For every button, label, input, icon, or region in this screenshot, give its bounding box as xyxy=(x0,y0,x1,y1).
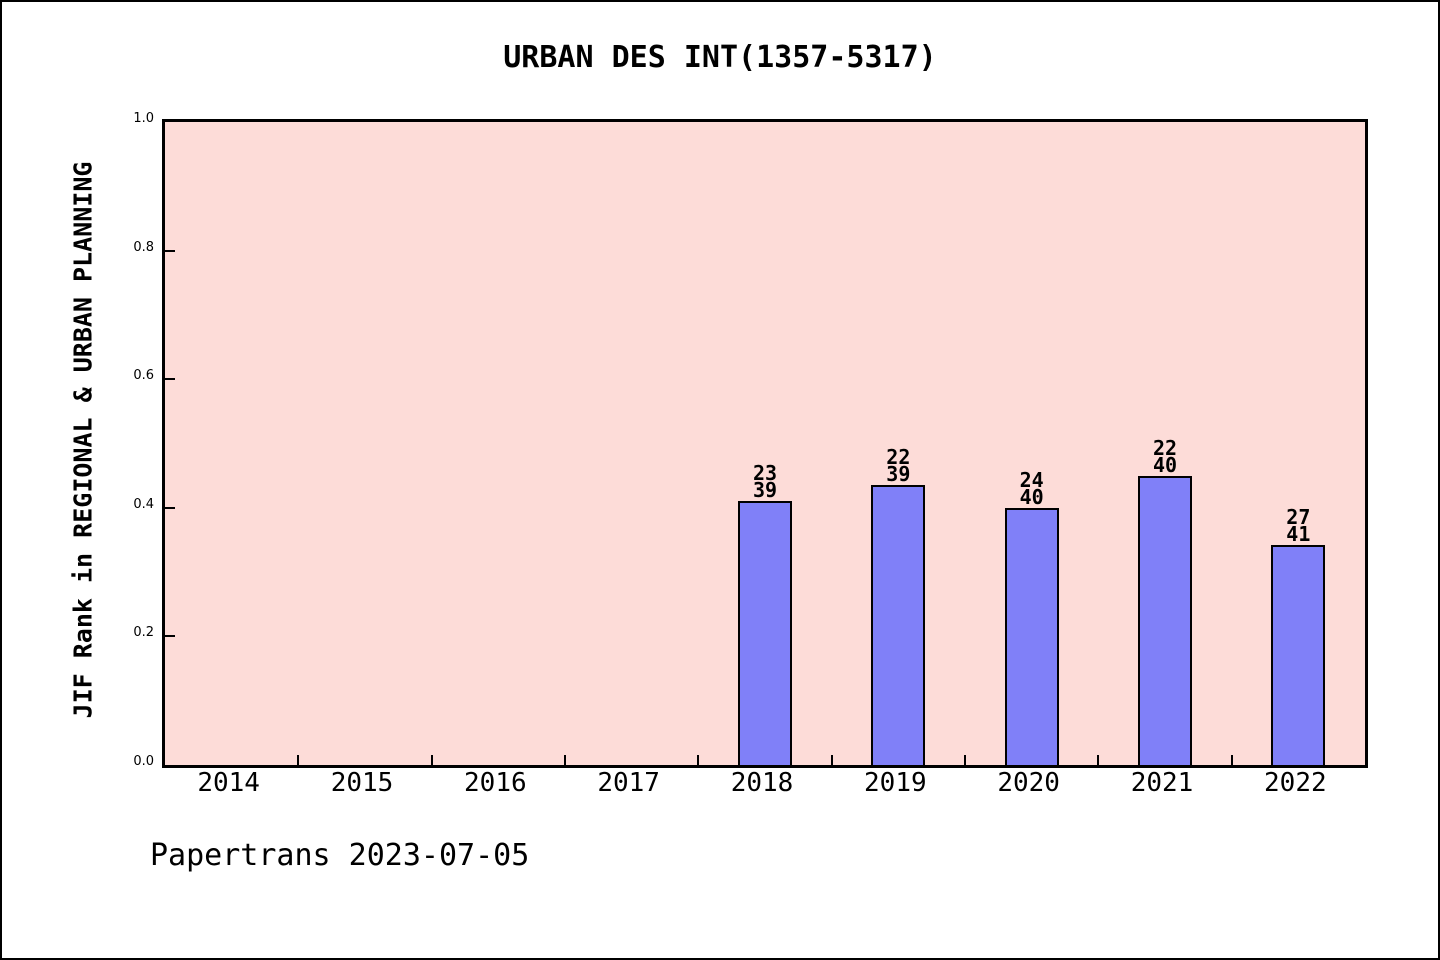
y-tick-label: 0.6 xyxy=(133,368,154,384)
bar-annotation-2018: 23 39 xyxy=(752,461,778,503)
x-tick-label: 2016 xyxy=(464,768,527,798)
y-tick-label: 0.0 xyxy=(133,754,154,769)
x-tick-label: 2014 xyxy=(197,768,260,798)
bar-total: 39 xyxy=(752,478,778,503)
x-tick-mark xyxy=(430,755,433,765)
bar-total: 40 xyxy=(1152,452,1178,477)
bar-rank: 22 xyxy=(886,444,911,469)
bar-annotation-2019: 22 39 xyxy=(886,444,911,486)
x-tick-label: 2019 xyxy=(864,768,927,798)
y-tick-mark xyxy=(165,249,175,252)
y-tick-mark xyxy=(165,635,175,638)
bar-2021 xyxy=(1138,475,1192,765)
bar-annotation-2020: 24 40 xyxy=(1019,467,1044,509)
x-tick-label: 2021 xyxy=(1130,768,1194,798)
y-tick-mark xyxy=(165,506,175,509)
y-tick-label: 0.8 xyxy=(133,239,154,255)
x-tick-label: 2022 xyxy=(1264,768,1327,798)
plot-area: 23 39 22 39 24 40 22 40 27 41 xyxy=(162,119,1368,768)
bar-rank: 24 xyxy=(1019,467,1044,492)
x-tick-label: 2015 xyxy=(330,768,394,798)
bar-rank: 23 xyxy=(752,461,778,486)
x-tick-mark xyxy=(964,755,966,765)
chart-footer: Papertrans 2023-07-05 xyxy=(150,838,530,873)
bar-2019 xyxy=(871,484,926,765)
y-tick-label: 1.0 xyxy=(133,111,154,126)
bar-2018 xyxy=(738,501,792,765)
bar-2020 xyxy=(1004,507,1059,765)
bar-rank: 22 xyxy=(1152,435,1178,460)
bar-2022 xyxy=(1271,545,1326,765)
y-tick-label: 0.2 xyxy=(133,625,154,641)
bar-annotation-2022: 27 41 xyxy=(1286,505,1311,547)
x-tick-label: 2020 xyxy=(997,768,1060,798)
bar-total: 41 xyxy=(1286,522,1311,547)
chart-title: URBAN DES INT(1357-5317) xyxy=(503,40,937,75)
y-tick-label: 0.4 xyxy=(133,496,154,512)
y-tick-mark xyxy=(165,378,175,381)
x-tick-mark xyxy=(297,755,300,765)
x-tick-mark xyxy=(830,755,833,765)
x-tick-label: 2018 xyxy=(730,768,794,798)
plot-inner: 23 39 22 39 24 40 22 40 27 41 xyxy=(165,122,1365,765)
bar-annotation-2021: 22 40 xyxy=(1152,435,1178,477)
x-tick-label: 2017 xyxy=(597,768,660,798)
x-tick-mark xyxy=(1230,755,1233,765)
x-tick-mark xyxy=(697,755,700,765)
y-axis-title: JIF Rank in REGIONAL & URBAN PLANNING xyxy=(68,161,98,719)
x-tick-mark xyxy=(564,755,566,765)
bar-total: 39 xyxy=(886,461,911,486)
bar-total: 40 xyxy=(1019,484,1044,509)
x-tick-mark xyxy=(1097,755,1100,765)
bar-rank: 27 xyxy=(1286,505,1311,530)
